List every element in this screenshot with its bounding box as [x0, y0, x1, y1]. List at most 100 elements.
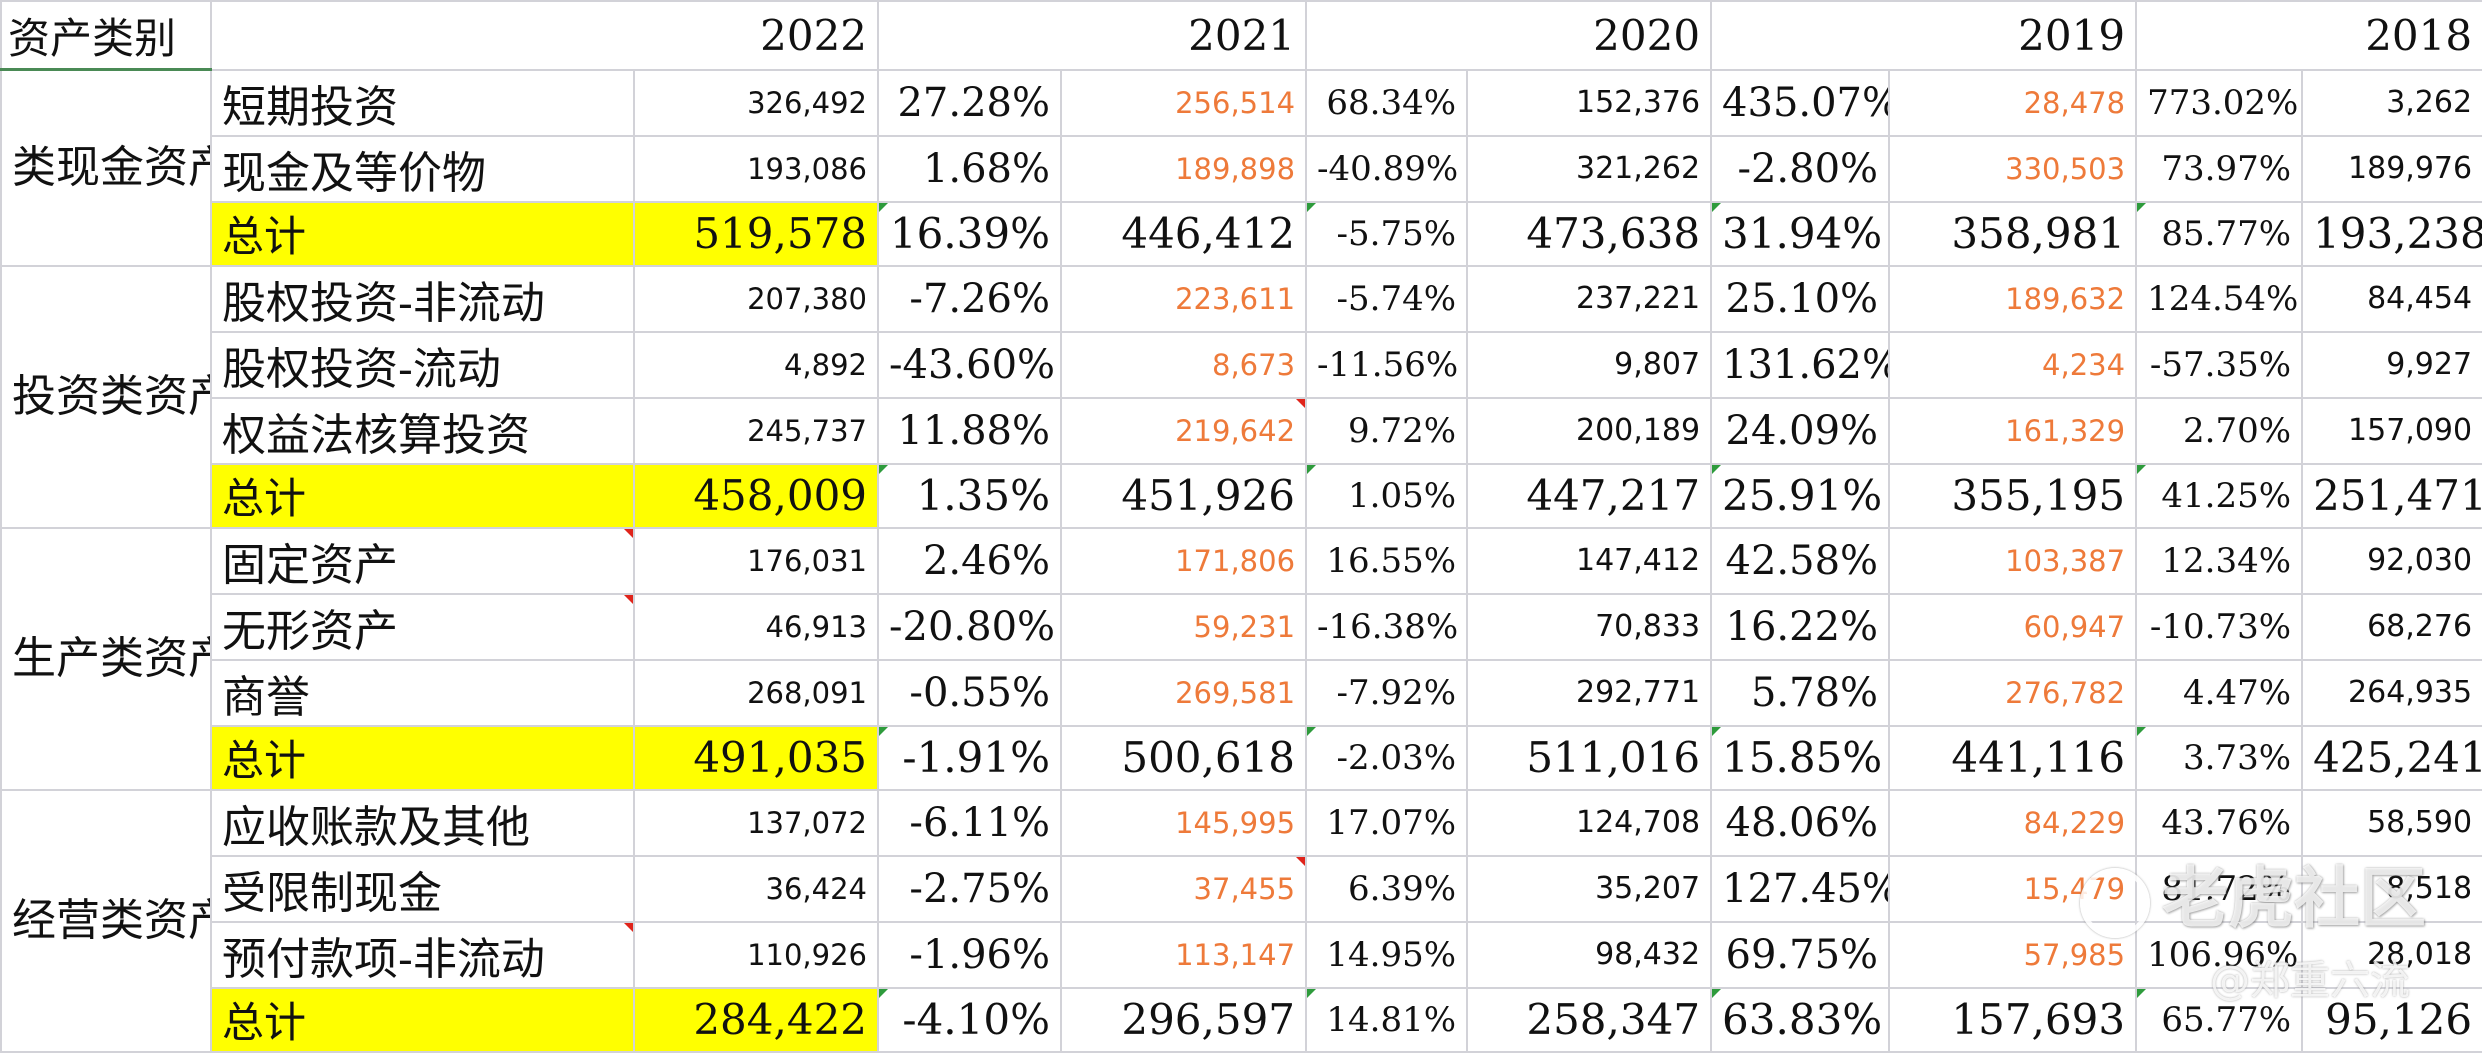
- value-2018: 68,276: [2301, 592, 2482, 661]
- value-2020: 35,207: [1466, 854, 1713, 923]
- growth-2019: 2.70%: [2135, 396, 2304, 465]
- growth-2019: 12.34%: [2135, 526, 2304, 595]
- value-2022: 176,031: [632, 526, 880, 595]
- value-2021: 256,514: [1060, 68, 1308, 137]
- value-2020: 124,708: [1466, 788, 1713, 857]
- total-value-2020: 258,347: [1466, 986, 1713, 1053]
- growth-2021: -11.56%: [1305, 330, 1469, 399]
- total-growth-2019: 65.77%: [2135, 986, 2304, 1053]
- value-2022: 326,492: [632, 68, 880, 137]
- total-growth-2020: 63.83%: [1710, 986, 1891, 1053]
- growth-2022: -43.60%: [877, 330, 1063, 399]
- growth-2020: 435.07%: [1710, 68, 1891, 137]
- value-2018: 84,454: [2301, 264, 2482, 333]
- value-2018: 157,090: [2301, 396, 2482, 465]
- value-2021: 171,806: [1060, 526, 1308, 595]
- growth-2022: 11.88%: [877, 396, 1063, 465]
- total-growth-2022: 1.35%: [877, 462, 1063, 529]
- total-value-2020: 447,217: [1466, 462, 1713, 529]
- value-2019: 15,479: [1888, 854, 2138, 923]
- growth-2020: 25.10%: [1710, 264, 1891, 333]
- growth-2020: 48.06%: [1710, 788, 1891, 857]
- growth-2022: -2.75%: [877, 854, 1063, 923]
- growth-2021: -40.89%: [1305, 134, 1469, 203]
- value-2022: 46,913: [632, 592, 880, 661]
- category-cell: 类现金资产: [0, 68, 212, 267]
- category-cell: 投资类资产: [0, 264, 212, 529]
- value-2021: 113,147: [1060, 920, 1308, 989]
- total-growth-2020: 25.91%: [1710, 462, 1891, 529]
- value-2018: 58,590: [2301, 788, 2482, 857]
- growth-2022: -7.26%: [877, 264, 1063, 333]
- row-name: 股权投资-非流动: [210, 264, 635, 333]
- value-2019: 60,947: [1888, 592, 2138, 661]
- value-2022: 36,424: [632, 854, 880, 923]
- header-row: 资产类别 2022 2021 2020 2019 2018: [0, 0, 2482, 71]
- growth-2020: 127.45%: [1710, 854, 1891, 923]
- growth-2019: -10.73%: [2135, 592, 2304, 661]
- total-value-2021: 500,618: [1060, 724, 1308, 791]
- value-2018: 189,976: [2301, 134, 2482, 203]
- table-row: 预付款项-非流动 110,926 -1.96% 113,147 14.95% 9…: [1, 920, 2482, 989]
- total-value-2020: 511,016: [1466, 724, 1713, 791]
- growth-2020: 131.62%: [1710, 330, 1891, 399]
- growth-2019: -57.35%: [2135, 330, 2304, 399]
- value-2019: 57,985: [1888, 920, 2138, 989]
- value-2019: 161,329: [1888, 396, 2138, 465]
- value-2022: 245,737: [632, 396, 880, 465]
- total-label: 总计: [210, 986, 635, 1053]
- total-label: 总计: [210, 200, 635, 267]
- growth-2019: 773.02%: [2135, 68, 2304, 137]
- row-name: 无形资产: [210, 592, 635, 661]
- total-label: 总计: [210, 462, 635, 529]
- value-2018: 9,927: [2301, 330, 2482, 399]
- value-2021: 8,673: [1060, 330, 1308, 399]
- total-growth-2020: 15.85%: [1710, 724, 1891, 791]
- total-growth-2020: 31.94%: [1710, 200, 1891, 267]
- value-2021: 37,455: [1060, 854, 1308, 923]
- total-growth-2022: 16.39%: [877, 200, 1063, 267]
- growth-2020: -2.80%: [1710, 134, 1891, 203]
- value-2020: 152,376: [1466, 68, 1713, 137]
- value-2021: 219,642: [1060, 396, 1308, 465]
- total-row: 总计 491,035 -1.91% 500,618 -2.03% 511,016…: [1, 724, 2482, 791]
- value-2018: 28,018: [2301, 920, 2482, 989]
- value-2022: 110,926: [632, 920, 880, 989]
- value-2019: 330,503: [1888, 134, 2138, 203]
- growth-2019: 124.54%: [2135, 264, 2304, 333]
- total-growth-2021: -5.75%: [1305, 200, 1469, 267]
- total-value-2019: 355,195: [1888, 462, 2138, 529]
- header-year-2021: 2021: [877, 0, 1308, 71]
- growth-2021: -16.38%: [1305, 592, 1469, 661]
- total-growth-2022: -1.91%: [877, 724, 1063, 791]
- total-growth-2021: 1.05%: [1305, 462, 1469, 529]
- value-2022: 4,892: [632, 330, 880, 399]
- growth-2022: -0.55%: [877, 658, 1063, 727]
- total-value-2020: 473,638: [1466, 200, 1713, 267]
- total-value-2021: 446,412: [1060, 200, 1308, 267]
- growth-2020: 42.58%: [1710, 526, 1891, 595]
- value-2018: 264,935: [2301, 658, 2482, 727]
- growth-2020: 24.09%: [1710, 396, 1891, 465]
- table-row: 股权投资-流动 4,892 -43.60% 8,673 -11.56% 9,80…: [1, 330, 2482, 399]
- value-2018: 92,030: [2301, 526, 2482, 595]
- total-growth-2021: -2.03%: [1305, 724, 1469, 791]
- value-2019: 103,387: [1888, 526, 2138, 595]
- row-name: 应收账款及其他: [210, 788, 635, 857]
- total-value-2019: 157,693: [1888, 986, 2138, 1053]
- value-2021: 269,581: [1060, 658, 1308, 727]
- total-label: 总计: [210, 724, 635, 791]
- growth-2021: 6.39%: [1305, 854, 1469, 923]
- row-name: 权益法核算投资: [210, 396, 635, 465]
- total-value-2022: 284,422: [632, 986, 880, 1053]
- growth-2022: 2.46%: [877, 526, 1063, 595]
- total-value-2021: 451,926: [1060, 462, 1308, 529]
- growth-2019: 106.96%: [2135, 920, 2304, 989]
- total-row: 总计 519,578 16.39% 446,412 -5.75% 473,638…: [1, 200, 2482, 267]
- value-2018: 8,518: [2301, 854, 2482, 923]
- value-2021: 223,611: [1060, 264, 1308, 333]
- growth-2021: 68.34%: [1305, 68, 1469, 137]
- table-row: 商誉 268,091 -0.55% 269,581 -7.92% 292,771…: [1, 658, 2482, 727]
- total-value-2018: 95,126: [2301, 986, 2482, 1053]
